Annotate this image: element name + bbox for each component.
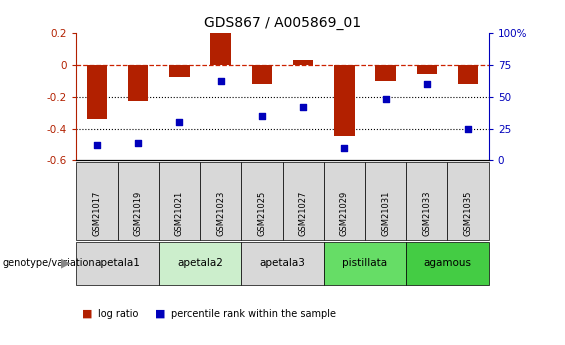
- Bar: [458, 65, 479, 84]
- Text: GSM21029: GSM21029: [340, 191, 349, 236]
- Bar: [375, 65, 396, 81]
- Point: [216, 79, 225, 84]
- Text: GSM21033: GSM21033: [423, 191, 431, 236]
- Bar: [210, 33, 231, 65]
- Text: log ratio: log ratio: [98, 309, 138, 319]
- Bar: [293, 60, 314, 65]
- Point: [134, 140, 142, 145]
- Point: [175, 119, 184, 125]
- Text: GSM21023: GSM21023: [216, 191, 225, 236]
- Text: agamous: agamous: [424, 258, 471, 268]
- Bar: [128, 65, 149, 101]
- Text: GSM21025: GSM21025: [258, 191, 266, 236]
- Text: apetala3: apetala3: [259, 258, 306, 268]
- Bar: [416, 65, 437, 74]
- Text: percentile rank within the sample: percentile rank within the sample: [171, 309, 336, 319]
- Text: pistillata: pistillata: [342, 258, 388, 268]
- Bar: [86, 65, 107, 119]
- Text: GSM21031: GSM21031: [381, 191, 390, 236]
- Bar: [169, 65, 190, 77]
- Text: GSM21027: GSM21027: [299, 191, 307, 236]
- Text: genotype/variation: genotype/variation: [3, 258, 95, 268]
- Text: GSM21021: GSM21021: [175, 191, 184, 236]
- Point: [423, 81, 432, 87]
- Point: [299, 104, 308, 110]
- Text: ■: ■: [82, 309, 93, 319]
- Bar: [334, 65, 355, 137]
- Title: GDS867 / A005869_01: GDS867 / A005869_01: [204, 16, 361, 30]
- Point: [464, 126, 473, 131]
- Point: [340, 145, 349, 150]
- Point: [93, 142, 102, 148]
- Point: [381, 96, 390, 102]
- Bar: [251, 65, 272, 84]
- Text: apetala1: apetala1: [94, 258, 141, 268]
- Text: ■: ■: [155, 309, 166, 319]
- Point: [258, 113, 267, 118]
- Text: GSM21019: GSM21019: [134, 191, 142, 236]
- Text: GSM21017: GSM21017: [93, 191, 101, 236]
- Text: ▶: ▶: [61, 257, 71, 270]
- Text: GSM21035: GSM21035: [464, 191, 472, 236]
- Text: apetala2: apetala2: [177, 258, 223, 268]
